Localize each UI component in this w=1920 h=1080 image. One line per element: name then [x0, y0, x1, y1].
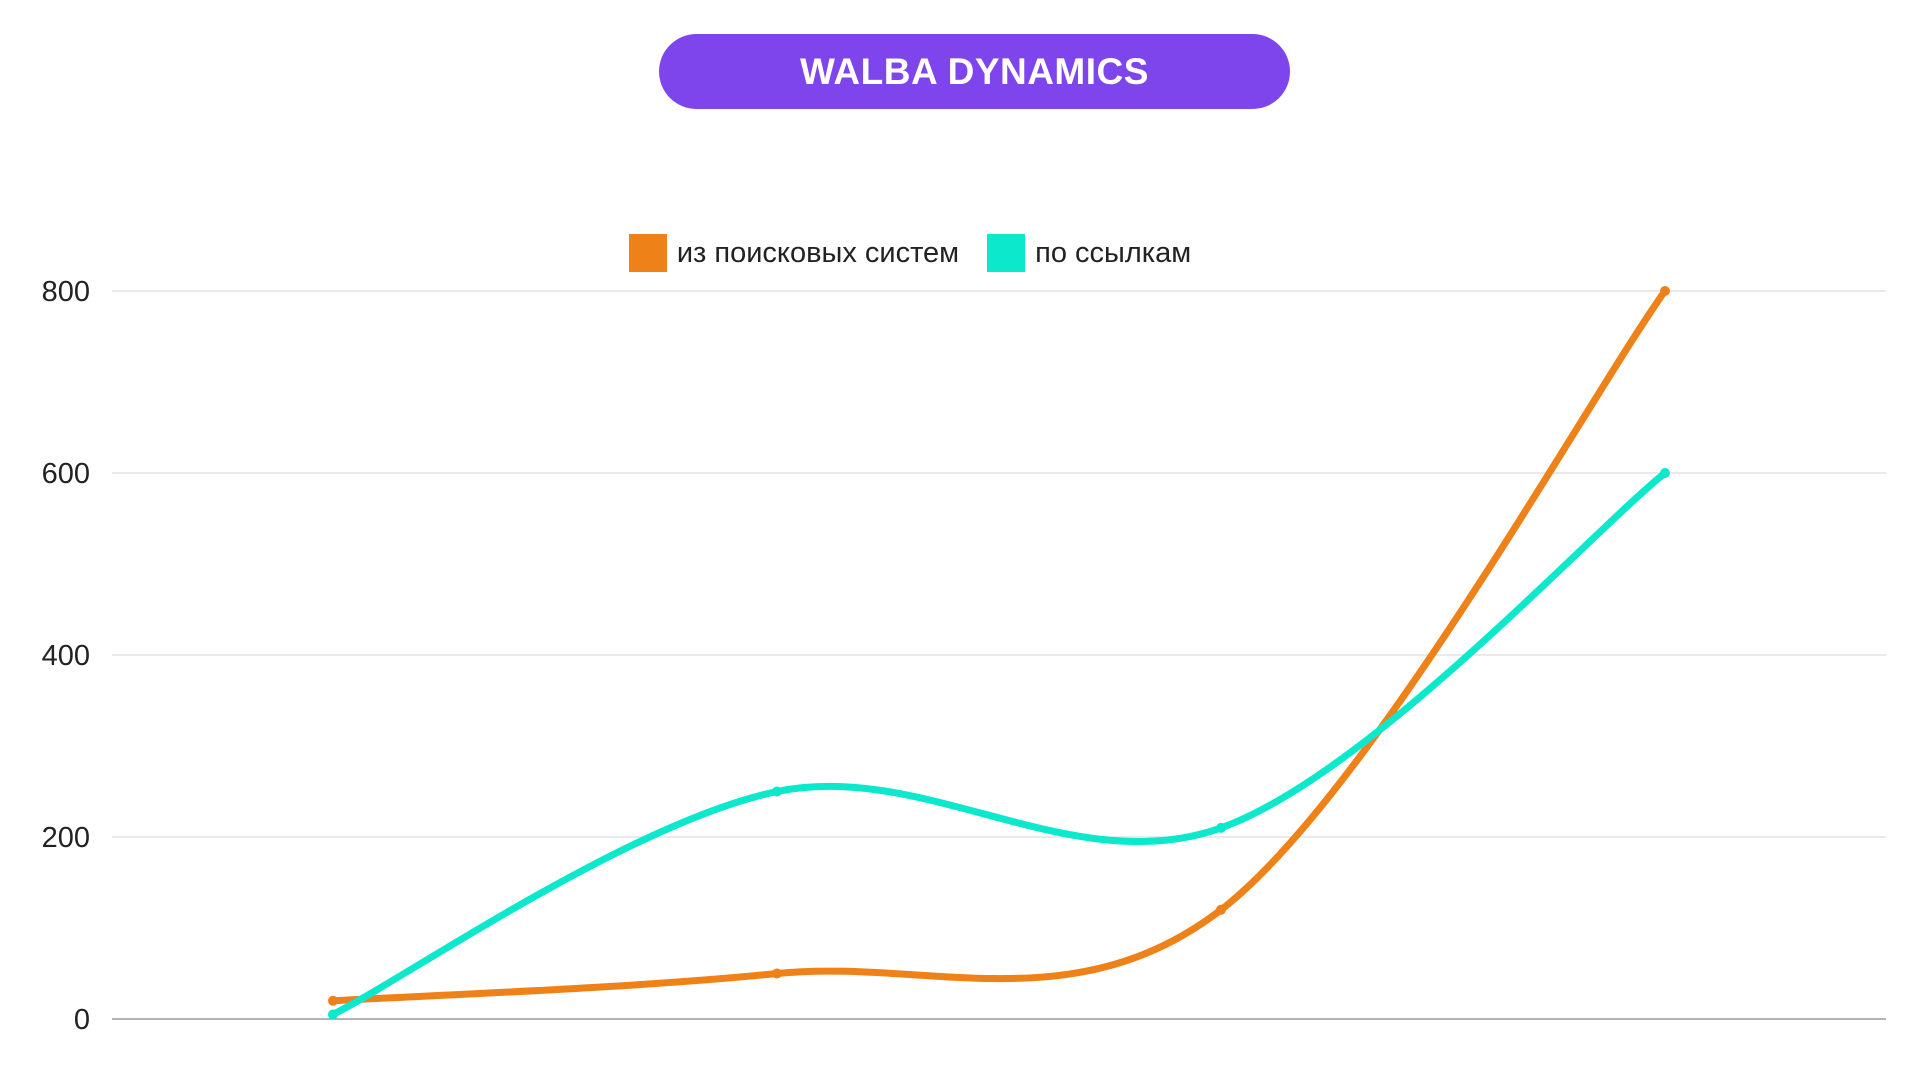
legend-swatch-search: [628, 234, 667, 272]
data-point: [772, 786, 782, 797]
legend-item-links[interactable]: по ссылкам: [987, 234, 1191, 272]
y-tick-label: 800: [42, 276, 90, 308]
data-point: [328, 1009, 338, 1020]
legend-label-links: по ссылкам: [1035, 236, 1192, 269]
legend: из поисковых систем по ссылкам: [0, 234, 1870, 272]
data-point: [1216, 904, 1226, 915]
legend-label-search: из поисковых систем: [676, 236, 960, 269]
series-line-1: [329, 469, 1669, 1018]
data-point: [1660, 468, 1670, 478]
y-tick-label: 400: [42, 640, 90, 672]
legend-swatch-links: [987, 234, 1026, 272]
chart-title: WALBA DYNAMICS: [659, 34, 1290, 109]
y-tick-label: 600: [42, 458, 90, 490]
y-tick-label: 0: [74, 1004, 90, 1036]
data-point: [1660, 286, 1670, 296]
series-line-0: [329, 287, 1669, 1005]
legend-item-search[interactable]: из поисковых систем: [628, 234, 960, 272]
data-point: [1216, 822, 1226, 833]
data-point: [772, 968, 782, 979]
data-point: [328, 995, 338, 1006]
y-tick-label: 200: [42, 822, 90, 854]
